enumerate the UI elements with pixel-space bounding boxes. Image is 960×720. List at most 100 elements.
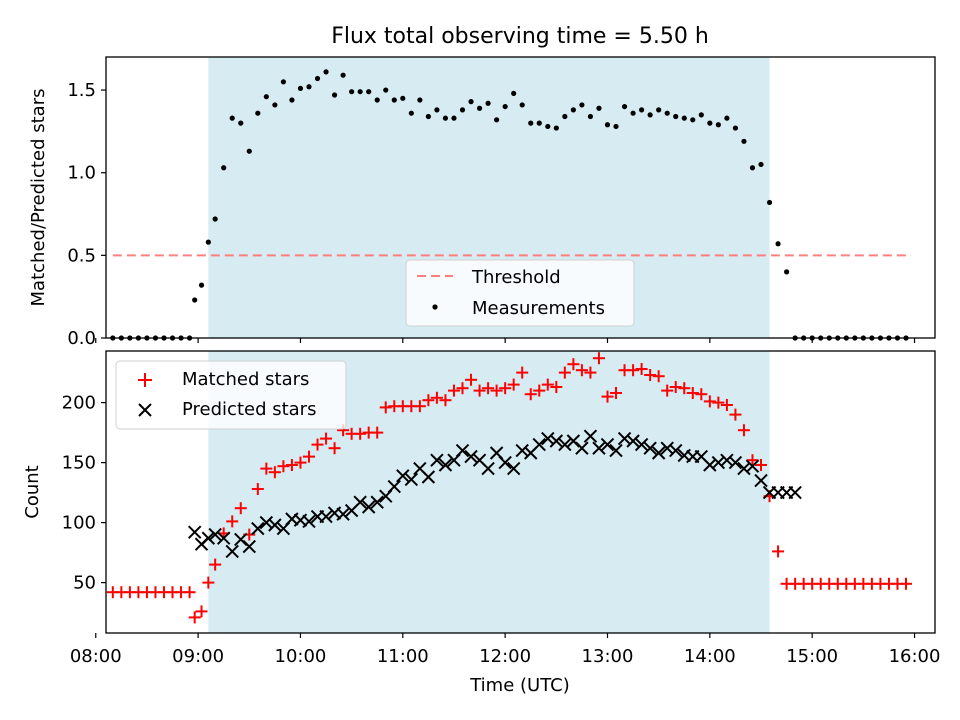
matched-star-point [311,438,324,451]
measurement-point [451,115,457,121]
measurement-point [690,117,696,123]
matched-star-point [661,384,674,397]
x-tick-label: 10:00 [275,646,327,667]
measurement-point [681,115,687,121]
measurement-point [391,97,397,103]
matched-star-point [277,460,290,473]
matched-star-point [507,378,520,391]
measurement-point [553,125,559,131]
legend-matched-swatch [138,373,152,387]
predicted-star-point [259,515,274,530]
predicted-star-point [651,446,666,460]
predicted-star-point [464,449,478,464]
predicted-star-point [268,518,282,532]
measurement-point [715,122,721,128]
predicted-star-point [353,495,367,509]
chart-title: Flux total observing time = 5.50 h [331,24,709,49]
x-tick-label: 11:00 [377,646,429,667]
predicted-star-point [515,443,529,458]
predicted-star-point [396,469,410,483]
predicted-star-point [541,431,555,446]
matched-star-point [610,387,623,399]
matched-star-point [550,381,563,393]
measurement-point [502,103,508,110]
measurement-point [349,89,355,95]
measurement-point [613,123,619,130]
x-tick-label: 15:00 [786,646,838,667]
matched-star-point [413,400,426,413]
matched-star-point [541,378,554,391]
predicted-star-point [583,429,598,443]
predicted-star-point [643,441,657,455]
bottom-y-axis-label: Count [22,465,43,518]
predicted-star-point [225,544,239,559]
measurement-point [604,122,611,128]
predicted-star-point [634,437,649,452]
predicted-star-point [506,461,521,476]
predicted-star-point [549,434,564,448]
matched-star-point [447,384,460,397]
predicted-star-point [626,434,640,448]
matched-star-point [234,502,247,515]
x-tick-label: 14:00 [684,646,736,667]
matched-star-point [188,611,201,624]
matched-star-point [558,366,571,379]
measurement-point [698,112,704,118]
measurement-point [724,115,730,121]
measurement-point [331,92,338,98]
predicted-star-point [187,525,202,539]
matched-star-point [652,370,665,383]
measurement-point [775,241,781,247]
measurement-point [263,94,269,100]
measurement-point [289,97,295,103]
matched-star-point [533,384,546,397]
predicted-star-point [201,531,216,545]
bottom-y-tick-label: 200 [62,393,96,414]
matched-star-point [354,427,367,440]
predicted-star-point [788,485,802,500]
matched-star-point [695,388,708,401]
matched-star-point [195,605,208,618]
matched-star-point [320,432,333,445]
predicted-star-point [387,479,401,494]
measurement-point [647,112,653,118]
measurement-point [340,72,346,78]
measurement-point [383,87,389,93]
matched-star-point [575,364,588,377]
matched-star-point [183,586,196,599]
measurement-point [536,120,542,126]
measurement-point [238,120,244,126]
matched-star-point [720,399,733,411]
measurement-point [205,239,211,245]
top-y-tick-label: 1.5 [67,80,96,101]
predicted-star-point [336,507,350,521]
measurement-point [297,85,304,92]
measurement-point [476,105,483,111]
top-legend: Threshold Measurements [405,259,635,327]
predicted-star-point [600,437,615,452]
measurement-point [221,165,227,171]
matched-star-point [737,424,750,437]
measurement-point [459,107,466,113]
matched-star-point [260,462,273,475]
predicted-star-point [216,531,231,545]
matched-star-point [209,558,222,571]
matched-star-point [635,363,648,375]
measurement-point [229,115,235,121]
matched-star-point [294,456,307,469]
predicted-star-point [703,458,717,472]
measurement-point [212,216,218,222]
matched-star-point [516,366,529,379]
measurement-point [417,97,423,103]
measurement-point [374,97,380,103]
matched-star-point [456,382,469,395]
predicted-star-point [609,443,623,458]
matched-star-point [328,442,341,455]
measurement-point [425,113,431,120]
matched-star-point [644,369,657,381]
measurement-point [766,199,773,206]
matched-star-point [499,382,512,395]
measurement-point [630,110,636,116]
x-tick-label: 12:00 [479,646,531,667]
predicted-star-point [455,443,470,458]
